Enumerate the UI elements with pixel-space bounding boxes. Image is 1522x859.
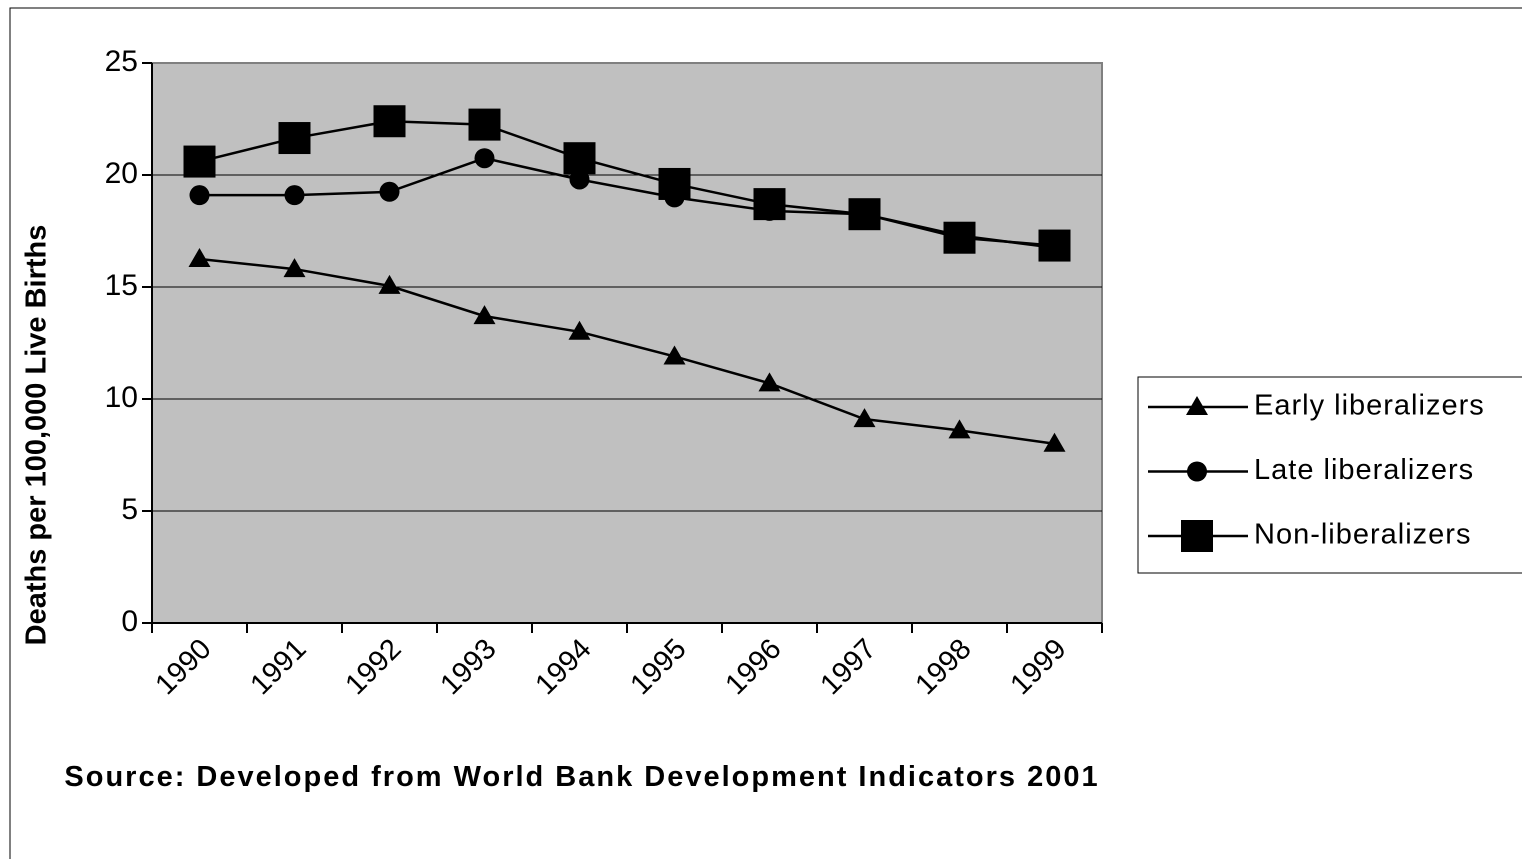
series-line xyxy=(199,257,1055,446)
x-tick-label: 1992 xyxy=(339,633,407,701)
marker xyxy=(853,408,876,428)
chart-frame xyxy=(9,7,1522,859)
marker xyxy=(1181,520,1213,552)
y-tick-label: 25 xyxy=(105,45,138,78)
marker xyxy=(468,108,501,141)
y-tick-label: 0 xyxy=(121,605,138,638)
marker xyxy=(568,320,591,340)
marker xyxy=(379,181,400,202)
x-tick-label: 1999 xyxy=(1004,633,1072,701)
marker xyxy=(1043,432,1066,452)
marker xyxy=(1186,396,1208,415)
y-tick-label: 10 xyxy=(105,381,138,414)
marker xyxy=(189,185,210,206)
x-tick-label: 1990 xyxy=(149,633,217,701)
x-tick-label: 1993 xyxy=(434,633,502,701)
y-tick-label: 5 xyxy=(121,493,138,526)
y-tick-label: 15 xyxy=(105,269,138,302)
marker xyxy=(183,145,216,178)
marker xyxy=(474,148,495,169)
marker xyxy=(278,122,311,155)
marker xyxy=(284,185,305,206)
series-line xyxy=(199,119,1055,247)
x-tick-label: 1991 xyxy=(244,633,312,701)
marker xyxy=(373,105,406,138)
x-tick-label: 1996 xyxy=(719,633,787,701)
marker xyxy=(658,167,691,200)
x-tick-label: 1998 xyxy=(909,633,977,701)
marker xyxy=(753,188,786,221)
x-tick-label: 1994 xyxy=(529,633,597,701)
x-tick-label: 1997 xyxy=(814,633,882,701)
legend-label: Non-liberalizers xyxy=(1254,519,1471,551)
marker xyxy=(758,372,781,392)
y-tick-label: 20 xyxy=(105,157,138,190)
marker xyxy=(569,169,590,190)
marker xyxy=(563,142,596,175)
marker xyxy=(1038,229,1071,262)
legend-label: Early liberalizers xyxy=(1254,390,1485,422)
marker xyxy=(473,305,496,325)
marker xyxy=(663,345,686,365)
legend-label: Late liberalizers xyxy=(1254,454,1474,486)
y-axis-label: Deaths per 100,000 Live Births xyxy=(21,225,53,646)
marker xyxy=(283,258,306,278)
marker xyxy=(1187,461,1207,482)
marker xyxy=(943,221,976,254)
x-tick-label: 1995 xyxy=(624,633,692,701)
marker xyxy=(948,419,971,439)
marker xyxy=(848,198,881,231)
marker xyxy=(188,248,211,267)
marker xyxy=(378,274,401,294)
source-note: Source: Developed from World Bank Develo… xyxy=(64,761,1100,793)
